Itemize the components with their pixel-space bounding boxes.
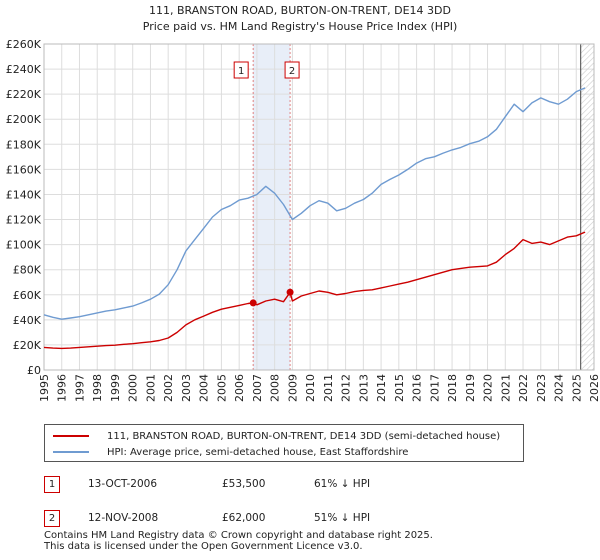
chart-subtitle: Price paid vs. HM Land Registry's House … bbox=[143, 20, 458, 33]
transaction-band bbox=[253, 44, 291, 370]
transaction-table: 1 13-OCT-2006 £53,500 61% ↓ HPI 2 12-NOV… bbox=[44, 474, 524, 532]
footer: Contains HM Land Registry data © Crown c… bbox=[44, 530, 433, 552]
transaction-price: £62,000 bbox=[222, 512, 266, 524]
hpi-series-line bbox=[43, 87, 586, 320]
x-tick-label: 1995 bbox=[38, 374, 51, 402]
transaction-hpi-diff: 61% ↓ HPI bbox=[314, 478, 371, 490]
transaction-badge: 1 bbox=[44, 476, 60, 493]
x-tick-label: 2000 bbox=[127, 374, 140, 402]
x-tick-label: 2007 bbox=[251, 374, 264, 402]
y-tick-label: £180K bbox=[6, 138, 42, 151]
y-tick-label: £20K bbox=[13, 339, 42, 352]
y-tick-label: £40K bbox=[13, 314, 42, 327]
legend-price-swatch bbox=[53, 435, 89, 437]
x-tick-label: 2012 bbox=[340, 374, 353, 402]
legend: 111, BRANSTON ROAD, BURTON-ON-TRENT, DE1… bbox=[44, 424, 524, 462]
x-tick-label: 2025 bbox=[570, 374, 583, 402]
transaction-label: 2 bbox=[289, 66, 295, 77]
legend-item-price: 111, BRANSTON ROAD, BURTON-ON-TRENT, DE1… bbox=[53, 428, 500, 444]
x-tick-label: 2002 bbox=[162, 374, 175, 402]
y-tick-label: £200K bbox=[6, 113, 42, 126]
x-tick-label: 2017 bbox=[428, 374, 441, 402]
x-tick-label: 1998 bbox=[91, 374, 104, 402]
y-tick-label: £160K bbox=[6, 163, 42, 176]
chart: 111, BRANSTON ROAD, BURTON-ON-TRENT, DE1… bbox=[6, 4, 600, 402]
x-tick-label: 2003 bbox=[180, 374, 193, 402]
x-tick-label: 2006 bbox=[233, 374, 246, 402]
y-tick-label: £120K bbox=[6, 214, 42, 227]
transaction-badge: 2 bbox=[44, 510, 60, 527]
x-tick-label: 2010 bbox=[304, 374, 317, 402]
legend-item-hpi: HPI: Average price, semi-detached house,… bbox=[53, 444, 408, 460]
transaction-hpi-diff: 51% ↓ HPI bbox=[314, 512, 371, 524]
transaction-point bbox=[249, 299, 257, 307]
x-tick-label: 2011 bbox=[322, 374, 335, 402]
table-row: 2 12-NOV-2008 £62,000 51% ↓ HPI bbox=[44, 508, 524, 532]
y-tick-label: £0 bbox=[27, 364, 41, 377]
y-tick-label: £80K bbox=[13, 264, 42, 277]
legend-hpi-label: HPI: Average price, semi-detached house,… bbox=[107, 446, 409, 458]
x-tick-label: 2004 bbox=[198, 374, 211, 402]
transaction-label: 1 bbox=[238, 66, 244, 77]
x-tick-label: 2019 bbox=[464, 374, 477, 402]
table-row: 1 13-OCT-2006 £53,500 61% ↓ HPI bbox=[44, 474, 524, 498]
transaction-date: 12-NOV-2008 bbox=[88, 512, 159, 524]
chart-title: 111, BRANSTON ROAD, BURTON-ON-TRENT, DE1… bbox=[149, 4, 451, 17]
transaction-price: £53,500 bbox=[222, 478, 266, 490]
plot-frame bbox=[43, 43, 595, 371]
transaction-label-box bbox=[284, 61, 300, 79]
footer-license: This data is licensed under the Open Gov… bbox=[44, 541, 363, 552]
y-tick-label: £240K bbox=[6, 63, 42, 76]
plot-area bbox=[44, 44, 594, 370]
x-tick-label: 2020 bbox=[482, 374, 495, 402]
y-tick-label: £60K bbox=[13, 289, 42, 302]
x-tick-label: 2016 bbox=[411, 374, 424, 402]
legend-price-label: 111, BRANSTON ROAD, BURTON-ON-TRENT, DE1… bbox=[107, 430, 501, 442]
x-tick-label: 2013 bbox=[357, 374, 370, 402]
x-tick-label: 2008 bbox=[269, 374, 282, 402]
x-tick-label: 2001 bbox=[144, 374, 157, 402]
x-tick-label: 2009 bbox=[286, 374, 299, 402]
forecast-region bbox=[580, 44, 594, 370]
x-tick-label: 2014 bbox=[375, 374, 388, 402]
x-tick-label: 2022 bbox=[517, 374, 530, 402]
transaction-date: 13-OCT-2006 bbox=[88, 478, 157, 490]
transaction-point bbox=[286, 288, 294, 296]
x-tick-label: 2023 bbox=[535, 374, 548, 402]
y-tick-label: £140K bbox=[6, 188, 42, 201]
transaction-label-box bbox=[233, 61, 249, 79]
x-tick-label: 2026 bbox=[588, 374, 600, 402]
footer-copyright: Contains HM Land Registry data © Crown c… bbox=[44, 530, 433, 541]
x-tick-label: 2024 bbox=[553, 374, 566, 402]
y-tick-label: £260K bbox=[6, 38, 42, 51]
x-tick-label: 2021 bbox=[499, 374, 512, 402]
x-tick-label: 1996 bbox=[56, 374, 69, 402]
y-tick-label: £220K bbox=[6, 88, 42, 101]
x-tick-label: 1997 bbox=[73, 374, 86, 402]
legend-hpi-swatch bbox=[53, 451, 89, 453]
x-tick-label: 1999 bbox=[109, 374, 122, 402]
x-tick-label: 2005 bbox=[215, 374, 228, 402]
y-tick-label: £100K bbox=[6, 239, 42, 252]
x-tick-label: 2018 bbox=[446, 374, 459, 402]
x-tick-label: 2015 bbox=[393, 374, 406, 402]
price-series-line bbox=[43, 231, 586, 350]
